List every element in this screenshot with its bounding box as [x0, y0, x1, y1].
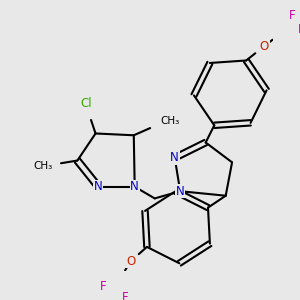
- Text: CH₃: CH₃: [160, 116, 180, 126]
- Text: F: F: [122, 291, 128, 300]
- Text: CH₃: CH₃: [33, 161, 52, 171]
- Text: N: N: [176, 185, 184, 198]
- Text: F: F: [100, 280, 106, 293]
- Text: N: N: [130, 180, 139, 193]
- Text: F: F: [298, 23, 300, 36]
- Text: O: O: [126, 255, 135, 268]
- Text: N: N: [94, 180, 103, 193]
- Text: N: N: [170, 151, 179, 164]
- Text: Cl: Cl: [81, 97, 92, 110]
- Text: O: O: [260, 40, 269, 52]
- Text: F: F: [288, 9, 295, 22]
